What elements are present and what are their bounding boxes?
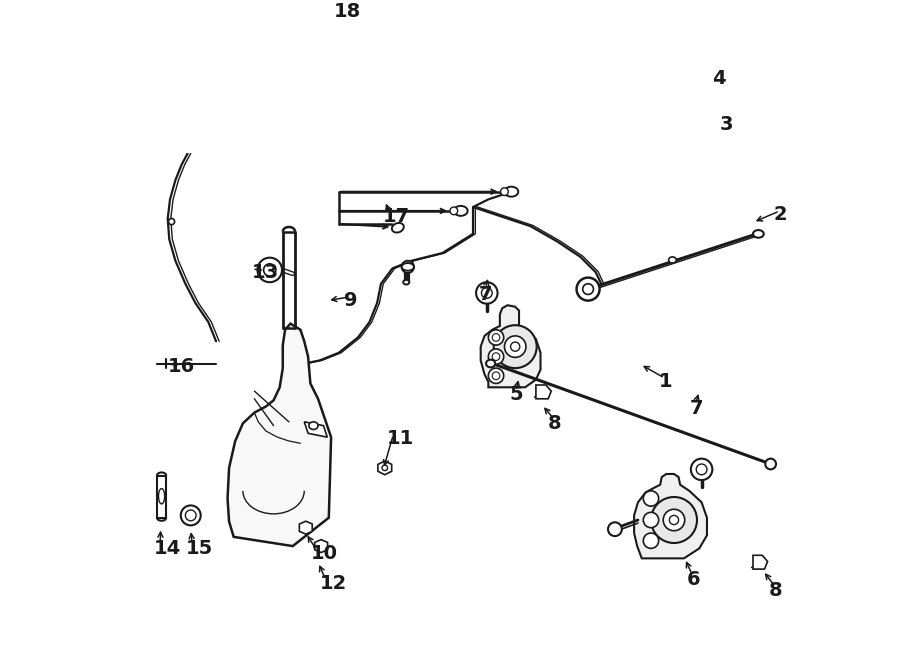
Text: 6: 6 [687,570,700,588]
Text: 8: 8 [548,414,562,433]
Text: 16: 16 [167,357,195,376]
Text: 15: 15 [186,539,213,558]
Circle shape [697,464,707,475]
Circle shape [476,282,498,303]
Ellipse shape [158,488,165,504]
Text: 3: 3 [720,115,733,134]
Ellipse shape [392,223,404,233]
Ellipse shape [401,263,414,271]
Circle shape [644,533,659,549]
Circle shape [185,510,196,521]
Text: 2: 2 [774,205,788,224]
Text: 11: 11 [387,429,414,448]
Circle shape [264,264,276,276]
Ellipse shape [505,186,518,197]
Circle shape [489,368,504,383]
Circle shape [382,465,388,471]
Circle shape [492,372,500,379]
Polygon shape [300,522,312,534]
Ellipse shape [669,257,676,263]
Polygon shape [699,107,725,138]
Circle shape [450,207,458,215]
Text: 10: 10 [310,544,338,563]
Circle shape [608,522,622,536]
Polygon shape [228,324,331,546]
Polygon shape [481,305,541,387]
Text: 17: 17 [383,207,410,226]
Text: 8: 8 [770,581,783,600]
Text: 9: 9 [344,291,357,310]
Text: 1: 1 [659,372,672,391]
Polygon shape [634,474,707,559]
Circle shape [765,459,776,469]
Circle shape [705,115,720,130]
Circle shape [181,506,201,525]
Polygon shape [753,555,768,569]
Circle shape [691,459,712,480]
Polygon shape [157,475,166,518]
Ellipse shape [454,206,468,216]
Circle shape [489,349,504,364]
Circle shape [644,512,659,527]
Polygon shape [304,422,328,437]
Polygon shape [536,385,552,399]
Circle shape [510,342,520,351]
Circle shape [651,497,697,543]
Ellipse shape [753,230,764,238]
Polygon shape [378,461,392,475]
Text: 4: 4 [712,69,726,88]
Circle shape [670,516,679,525]
Circle shape [482,288,492,298]
Text: 18: 18 [333,2,361,21]
Circle shape [505,336,526,358]
Text: 5: 5 [509,385,524,405]
Circle shape [644,491,659,506]
Text: 12: 12 [320,574,346,593]
Circle shape [577,278,599,301]
Circle shape [168,219,175,225]
Text: 14: 14 [154,539,181,558]
Circle shape [257,258,282,282]
Ellipse shape [403,280,410,284]
Circle shape [500,188,508,196]
Circle shape [582,284,593,295]
Ellipse shape [486,360,495,368]
Polygon shape [315,539,328,553]
Text: 7: 7 [689,399,703,418]
Text: 13: 13 [252,262,279,282]
Circle shape [494,325,536,368]
Circle shape [492,334,500,341]
Circle shape [489,330,504,345]
Text: 7: 7 [479,285,492,304]
Circle shape [401,260,414,273]
Ellipse shape [309,422,318,430]
Circle shape [663,509,685,531]
Circle shape [492,353,500,360]
